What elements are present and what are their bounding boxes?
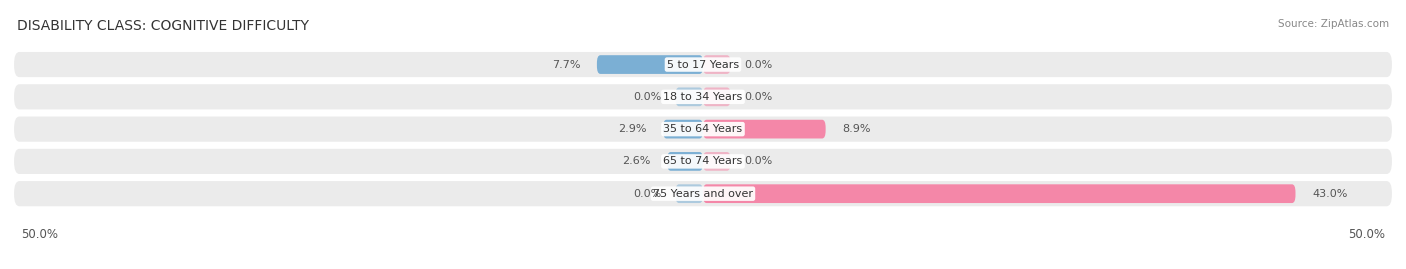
FancyBboxPatch shape — [598, 55, 703, 74]
FancyBboxPatch shape — [664, 120, 703, 139]
FancyBboxPatch shape — [14, 52, 1392, 77]
FancyBboxPatch shape — [14, 84, 1392, 109]
Text: 0.0%: 0.0% — [744, 59, 772, 70]
Text: DISABILITY CLASS: COGNITIVE DIFFICULTY: DISABILITY CLASS: COGNITIVE DIFFICULTY — [17, 19, 309, 33]
Text: 0.0%: 0.0% — [744, 156, 772, 167]
Text: 0.0%: 0.0% — [634, 189, 662, 199]
Text: 2.9%: 2.9% — [619, 124, 647, 134]
FancyBboxPatch shape — [703, 184, 1295, 203]
Text: 43.0%: 43.0% — [1312, 189, 1347, 199]
FancyBboxPatch shape — [703, 87, 731, 106]
FancyBboxPatch shape — [14, 181, 1392, 206]
FancyBboxPatch shape — [14, 116, 1392, 142]
Text: 0.0%: 0.0% — [744, 92, 772, 102]
FancyBboxPatch shape — [668, 152, 703, 171]
FancyBboxPatch shape — [675, 184, 703, 203]
Text: 8.9%: 8.9% — [842, 124, 870, 134]
Text: 5 to 17 Years: 5 to 17 Years — [666, 59, 740, 70]
Text: 50.0%: 50.0% — [21, 228, 58, 240]
Text: 18 to 34 Years: 18 to 34 Years — [664, 92, 742, 102]
Text: 35 to 64 Years: 35 to 64 Years — [664, 124, 742, 134]
Text: 65 to 74 Years: 65 to 74 Years — [664, 156, 742, 167]
Text: 0.0%: 0.0% — [634, 92, 662, 102]
FancyBboxPatch shape — [14, 149, 1392, 174]
Text: Source: ZipAtlas.com: Source: ZipAtlas.com — [1278, 19, 1389, 29]
FancyBboxPatch shape — [675, 87, 703, 106]
Text: 50.0%: 50.0% — [1348, 228, 1385, 240]
Text: 75 Years and over: 75 Years and over — [652, 189, 754, 199]
Text: 2.6%: 2.6% — [623, 156, 651, 167]
Text: 7.7%: 7.7% — [553, 59, 581, 70]
FancyBboxPatch shape — [703, 120, 825, 139]
FancyBboxPatch shape — [703, 152, 731, 171]
FancyBboxPatch shape — [703, 55, 731, 74]
